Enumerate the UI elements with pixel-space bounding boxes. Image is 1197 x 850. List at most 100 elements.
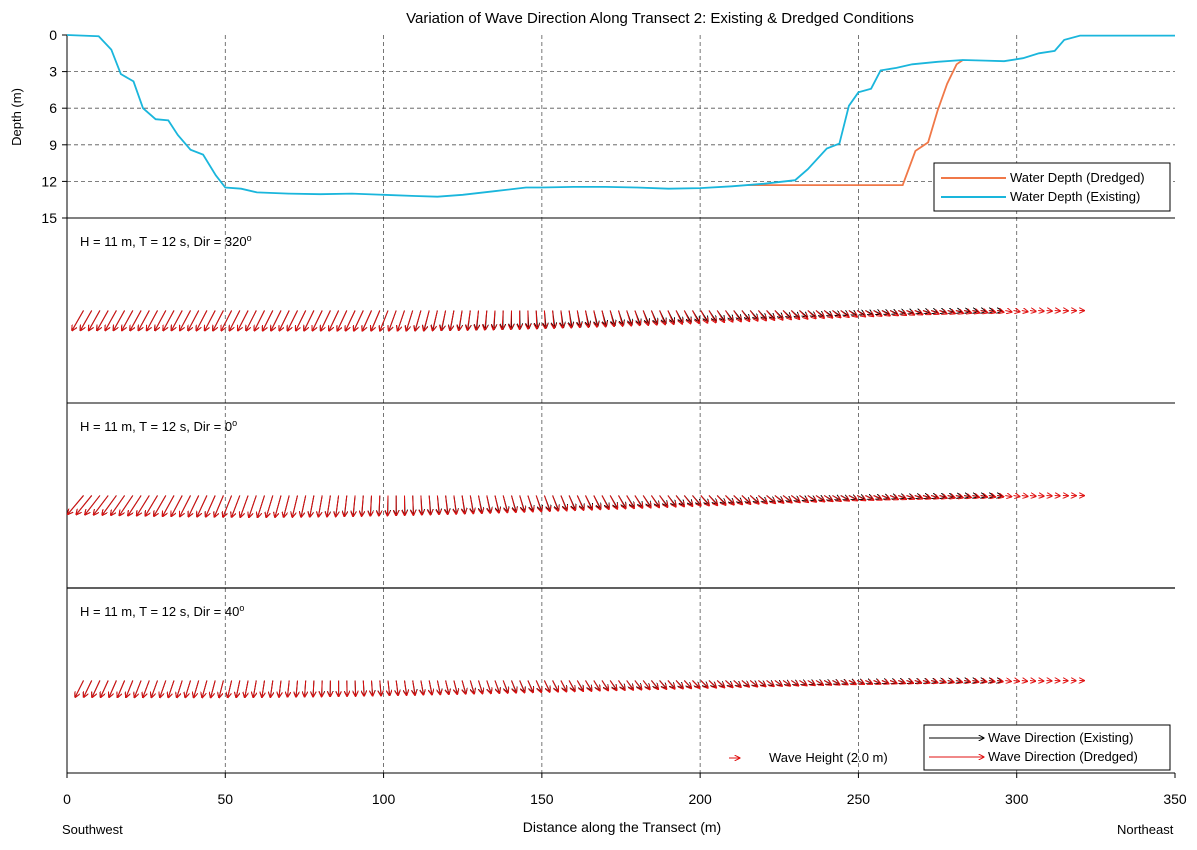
wave-direction-arrow-dredged <box>137 495 150 516</box>
wave-direction-arrow-dredged <box>955 311 964 314</box>
wave-direction-arrow-dredged <box>97 310 109 331</box>
wave-direction-arrow-dredged <box>271 310 282 331</box>
wave-direction-arrow-dredged <box>626 310 632 327</box>
wave-direction-arrow-dredged <box>749 495 759 505</box>
wave-direction-arrow-dredged <box>931 496 939 499</box>
wave-direction-arrow-dredged <box>881 310 890 316</box>
wave-direction-arrow-dredged <box>939 311 948 314</box>
wave-direction-arrow-dredged <box>111 495 126 516</box>
wave-direction-arrow-dredged <box>536 310 537 329</box>
wave-direction-arrow-dredged <box>650 495 659 508</box>
wave-direction-arrow-dredged <box>119 495 134 516</box>
wave-direction-arrow-dredged <box>1022 681 1028 682</box>
wave-direction-arrow-dredged <box>379 495 380 517</box>
wave-direction-arrow-dredged <box>996 496 1004 497</box>
wave-direction-arrow-dredged <box>72 310 84 331</box>
wave-direction-arrow-dredged <box>774 495 784 504</box>
wave-direction-arrow-dredged <box>304 310 315 331</box>
wave-direction-arrow-dredged <box>708 495 718 506</box>
wave-direction-arrow-dredged <box>939 496 948 499</box>
wave-direction-arrow-dredged <box>585 495 593 511</box>
wave-direction-arrow-dredged <box>832 310 841 318</box>
wave-direction-arrow-dredged <box>68 495 84 515</box>
x-tick-label: 150 <box>530 791 554 807</box>
wave-direction-arrow-dredged <box>807 495 817 503</box>
wave-direction-arrow-dredged <box>421 680 424 696</box>
wave-direction-arrow-dredged <box>840 310 849 318</box>
wave-direction-arrow-dredged <box>733 680 742 688</box>
wave-direction-arrow-dredged <box>790 310 799 320</box>
wave-direction-arrow-dredged <box>758 310 766 321</box>
wave-direction-arrow-dredged <box>502 680 508 694</box>
wave-direction-arrow-dredged <box>552 495 559 512</box>
wave-direction-arrow-dredged <box>459 310 463 331</box>
wave-direction-arrow-dredged <box>947 681 955 683</box>
wave-direction-arrow-dredged <box>618 495 626 509</box>
wave-direction-arrow-dredged <box>593 495 601 510</box>
wave-direction-arrow-dredged <box>345 310 356 332</box>
wave-direction-arrow-dredged <box>502 495 507 513</box>
y-tick-label: 15 <box>41 210 57 226</box>
wave-direction-arrow-dredged <box>716 680 724 688</box>
wave-direction-arrow-dredged <box>296 680 298 698</box>
northeast-label: Northeast <box>1117 822 1174 837</box>
wave-direction-arrow-dredged <box>470 680 474 695</box>
wave-direction-arrow-dredged <box>405 680 407 696</box>
wave-direction-arrow-dredged <box>101 680 109 698</box>
wave-direction-arrow-dredged <box>437 680 440 695</box>
degree-symbol: o <box>232 418 237 428</box>
wave-direction-arrow-dredged <box>758 680 766 687</box>
wave-direction-arrow-dredged <box>741 310 750 322</box>
wave-direction-arrow-dredged <box>327 495 331 517</box>
panel-label-0: H = 11 m, T = 12 s, Dir = 0o <box>80 418 237 434</box>
wave-direction-arrow-dredged <box>972 311 979 313</box>
wave-direction-arrow-dredged <box>511 310 512 330</box>
wave-direction-arrow-dredged <box>1021 496 1028 497</box>
wave-direction-arrow-dredged <box>914 681 922 684</box>
wave-direction-arrow-dredged <box>799 495 809 503</box>
wave-direction-arrow-dredged <box>134 680 142 698</box>
wave-direction-arrow-dredged <box>519 495 525 513</box>
wave-direction-arrow-dredged <box>741 680 750 688</box>
wave-direction-arrow-dredged <box>586 310 589 328</box>
wave-direction-arrow-dredged <box>171 495 183 517</box>
wave-direction-arrow-dredged <box>221 310 233 331</box>
wave-direction-arrow-dredged <box>246 310 257 331</box>
wave-direction-arrow-dredged <box>147 310 158 331</box>
wave-direction-arrow-dredged <box>1013 681 1020 682</box>
wave-direction-arrow-dredged <box>362 495 364 517</box>
y-tick-label: 9 <box>49 137 57 153</box>
wave-direction-arrow-dredged <box>535 680 541 693</box>
wave-direction-arrow-dredged <box>180 310 191 331</box>
wave-direction-arrow-dredged <box>634 495 643 509</box>
wave-direction-arrow-dredged <box>898 681 905 684</box>
wave-direction-arrow-dredged <box>1013 496 1020 497</box>
wave-direction-arrow-dredged <box>700 495 710 506</box>
wave-direction-arrow-dredged <box>279 310 290 331</box>
wave-direction-arrow-dredged <box>997 681 1003 682</box>
wave-direction-arrow-dredged <box>594 310 597 328</box>
wave-direction-arrow-dredged <box>80 310 93 331</box>
wave-direction-arrow-dredged <box>931 681 938 683</box>
wave-direction-arrow-dredged <box>980 311 988 313</box>
wave-direction-arrow-dredged <box>1005 681 1011 682</box>
wave-direction-arrow-dredged <box>329 310 340 332</box>
wave-direction-arrow-dredged <box>766 680 775 687</box>
wave-direction-arrow-dredged <box>266 495 274 518</box>
x-tick-label: 100 <box>372 791 396 807</box>
wave-direction-arrow-dredged <box>964 496 971 498</box>
wave-direction-arrow-dredged <box>214 495 224 518</box>
wave-direction-arrow-dredged <box>105 310 117 331</box>
wave-direction-arrow-dredged <box>922 311 931 315</box>
grid-lines <box>67 35 1175 773</box>
wave-direction-arrow-dredged <box>177 680 183 698</box>
wave-direction-arrow-dredged <box>206 495 216 518</box>
wave-direction-arrow-dredged <box>163 495 175 517</box>
wave-direction-arrow-dredged <box>163 310 175 331</box>
wave-direction-arrow-dredged <box>511 495 516 513</box>
wave-direction-arrow-dredged <box>258 495 265 518</box>
wave-direction-arrow-dredged <box>914 496 923 499</box>
wave-direction-arrow-dredged <box>130 310 142 331</box>
wave-direction-arrow-dredged <box>659 310 666 325</box>
wave-direction-arrow-dredged <box>485 310 487 331</box>
